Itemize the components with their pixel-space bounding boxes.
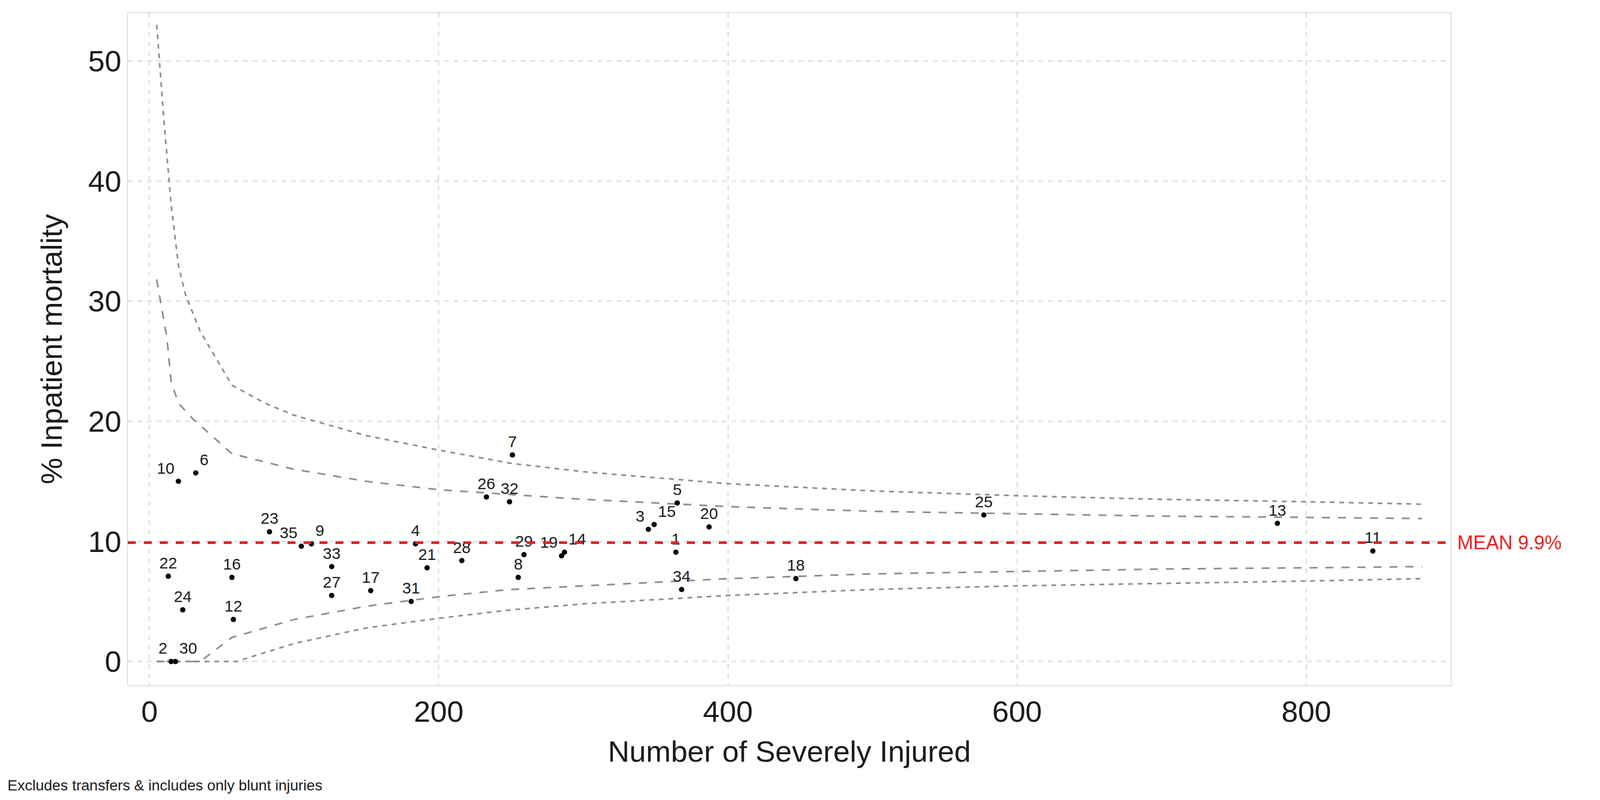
svg-text:4: 4 (411, 521, 421, 540)
svg-text:10: 10 (156, 459, 175, 478)
svg-text:30: 30 (88, 284, 122, 318)
svg-text:9: 9 (315, 521, 325, 540)
svg-text:5: 5 (673, 480, 683, 499)
svg-text:% Inpatient mortality: % Inpatient mortality (34, 214, 69, 484)
svg-text:Excludes transfers & includes: Excludes transfers & includes only blunt… (7, 777, 323, 794)
svg-text:21: 21 (417, 545, 436, 564)
svg-text:600: 600 (992, 694, 1042, 729)
svg-text:6: 6 (199, 450, 209, 469)
svg-text:40: 40 (88, 164, 122, 199)
svg-text:Number of Severely Injured: Number of Severely Injured (608, 734, 972, 769)
svg-text:34: 34 (672, 567, 691, 586)
svg-text:24: 24 (174, 587, 192, 606)
svg-text:30: 30 (179, 639, 198, 658)
svg-text:3: 3 (635, 507, 645, 525)
svg-text:26: 26 (477, 474, 496, 493)
svg-text:16: 16 (223, 555, 241, 573)
svg-text:23: 23 (260, 509, 278, 528)
svg-text:29: 29 (514, 532, 533, 551)
svg-text:22: 22 (159, 554, 177, 572)
svg-text:18: 18 (786, 556, 805, 574)
svg-text:27: 27 (322, 573, 341, 592)
svg-text:31: 31 (402, 579, 421, 597)
svg-text:8: 8 (513, 555, 523, 573)
svg-text:35: 35 (279, 523, 298, 542)
svg-text:20: 20 (700, 504, 718, 523)
svg-text:13: 13 (1268, 501, 1286, 520)
svg-text:14: 14 (568, 530, 586, 548)
svg-text:33: 33 (322, 544, 341, 563)
svg-text:7: 7 (507, 432, 518, 451)
svg-text:19: 19 (539, 533, 558, 552)
svg-text:2: 2 (158, 639, 168, 658)
svg-text:200: 200 (413, 694, 464, 729)
svg-text:32: 32 (500, 479, 519, 498)
svg-text:25: 25 (974, 493, 993, 511)
svg-text:10: 10 (88, 524, 122, 559)
svg-text:1: 1 (671, 530, 681, 548)
svg-text:28: 28 (453, 538, 471, 557)
svg-text:12: 12 (224, 597, 243, 615)
svg-text:800: 800 (1281, 694, 1332, 729)
svg-text:0: 0 (104, 644, 122, 679)
svg-text:50: 50 (88, 44, 122, 78)
svg-text:20: 20 (88, 404, 122, 439)
svg-text:400: 400 (702, 694, 753, 729)
svg-text:17: 17 (362, 568, 380, 587)
svg-text:15: 15 (658, 502, 676, 521)
svg-text:0: 0 (141, 694, 158, 729)
svg-text:MEAN 9.9%: MEAN 9.9% (1457, 531, 1562, 554)
svg-text:11: 11 (1364, 528, 1382, 547)
